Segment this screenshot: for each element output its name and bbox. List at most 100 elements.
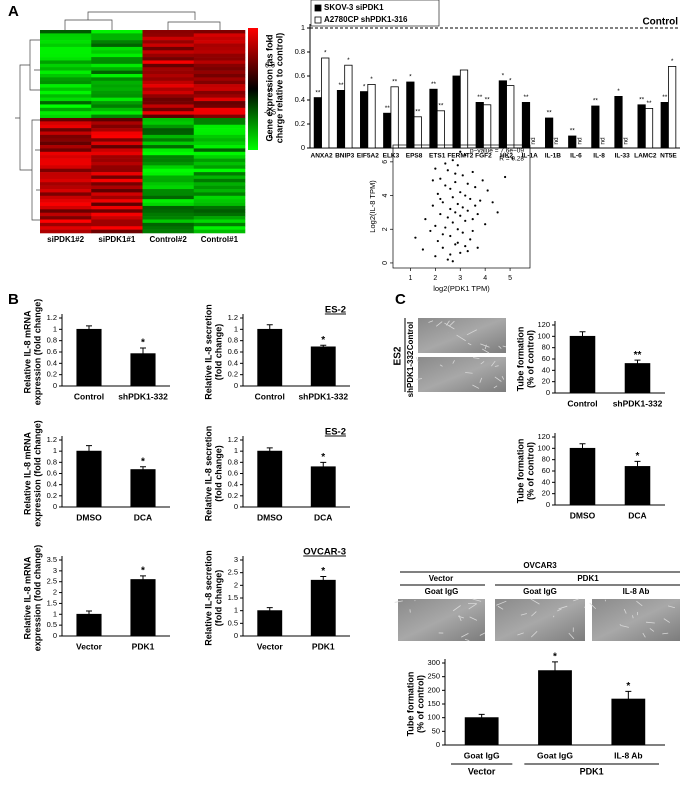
heatmap-cell <box>91 54 143 58</box>
y-tick-label: 250 <box>427 672 440 681</box>
error-bar <box>320 462 326 466</box>
heatmap-cell <box>194 64 246 68</box>
bar <box>314 98 321 148</box>
heatmap-cell <box>91 77 143 81</box>
point <box>477 213 479 215</box>
significance-marker: ** <box>639 97 645 104</box>
heatmap-cell <box>194 162 246 166</box>
heatmap-cell <box>40 101 92 105</box>
significance-marker: * <box>321 452 325 463</box>
bar <box>311 580 335 636</box>
bar <box>360 92 367 148</box>
heatmap-cell <box>40 81 92 85</box>
bar <box>258 611 282 636</box>
heatmap-cell <box>40 189 92 193</box>
point <box>447 258 449 260</box>
heatmap-cell <box>194 165 246 169</box>
x-tick-label: PDK1 <box>132 641 155 651</box>
heatmap-cell <box>194 118 246 122</box>
point <box>432 179 434 181</box>
error-bar <box>635 461 641 466</box>
heatmap-cell <box>40 155 92 159</box>
x-tick-label: ANXA2 <box>311 153 333 160</box>
heatmap-cell <box>143 94 195 98</box>
y-tick-label: 0.8 <box>228 457 238 466</box>
significance-marker: * <box>347 57 350 64</box>
heatmap-cell <box>91 162 143 166</box>
heatmap-cell <box>91 74 143 78</box>
heatmap-cell <box>194 148 246 152</box>
heatmap-cell <box>194 175 246 179</box>
panel-label: B <box>8 291 19 308</box>
point <box>462 232 464 234</box>
heatmap-cell <box>40 54 92 58</box>
point <box>434 167 436 169</box>
y-axis-label: (fold change) <box>213 570 223 627</box>
x-tick-label: IL-8 <box>593 153 605 160</box>
chart-note: ES-2 <box>325 305 346 316</box>
heatmap-cell <box>143 169 195 173</box>
significance-marker: * <box>141 565 145 576</box>
bar <box>570 448 595 505</box>
point <box>487 189 489 191</box>
micrograph-detail <box>416 357 418 362</box>
significance-marker: ** <box>477 94 483 101</box>
heatmap-cell <box>194 121 246 125</box>
heatmap-cell <box>194 179 246 183</box>
point <box>459 215 461 217</box>
y-axis-label: Relative IL-8 mRNA <box>22 310 32 394</box>
legend-swatch <box>315 17 321 23</box>
micrograph <box>418 357 506 392</box>
y-tick-label: 0.8 <box>228 336 238 345</box>
y-axis-label: Relative IL-8 secretion <box>203 426 213 522</box>
heatmap-cell <box>40 118 92 122</box>
point <box>464 194 466 196</box>
heatmap-cell <box>40 64 92 68</box>
heatmap-cell <box>40 47 92 51</box>
bar <box>668 66 675 148</box>
y-tick-label: 1.2 <box>47 435 57 444</box>
y-tick-label: 2 <box>234 580 238 589</box>
y-axis-label: Gene expression (as fold <box>264 34 274 141</box>
heatmap-cell <box>40 148 92 152</box>
y-tick-label: 4 <box>382 194 389 198</box>
significance-marker: * <box>141 338 145 349</box>
y-axis-label: expression (fold change) <box>32 299 42 406</box>
heatmap-cell <box>194 40 246 44</box>
heatmap-cell <box>194 54 246 58</box>
bar <box>465 718 498 745</box>
heatmap-cell <box>91 98 143 102</box>
point <box>504 176 506 178</box>
x-tick-label: 2 <box>433 275 437 282</box>
y-tick-label: 0.4 <box>228 480 238 489</box>
bar <box>483 105 490 148</box>
x-tick-label: Goat IgG <box>464 750 500 760</box>
x-tick-label: EIF5A2 <box>357 153 379 160</box>
heatmap-cell <box>194 199 246 203</box>
heatmap-cell <box>143 216 195 220</box>
y-axis-label: Tube formation <box>515 327 525 392</box>
y-tick-label: 1.2 <box>47 313 57 322</box>
heatmap-cell <box>143 57 195 61</box>
x-tick-label: IL-6 <box>570 153 582 160</box>
y-tick-label: 0.2 <box>47 370 57 379</box>
heatmap-cell <box>194 67 246 71</box>
heatmap-cell <box>143 60 195 64</box>
heatmap-cell <box>40 88 92 92</box>
point <box>484 223 486 225</box>
heatmap-cell <box>143 111 195 115</box>
y-tick-label: 20 <box>542 377 550 386</box>
point <box>459 191 461 193</box>
error-bar <box>267 325 273 330</box>
heatmap-cell <box>40 216 92 220</box>
point <box>467 250 469 252</box>
error-bar <box>580 444 586 449</box>
micrograph-row-label: Control <box>406 322 415 350</box>
heatmap-cell <box>194 91 246 95</box>
y-tick-label: 60 <box>542 354 550 363</box>
point <box>467 210 469 212</box>
heatmap-cell <box>194 104 246 108</box>
y-axis-label: (% of control) <box>525 330 535 388</box>
significance-marker: ** <box>431 81 437 88</box>
